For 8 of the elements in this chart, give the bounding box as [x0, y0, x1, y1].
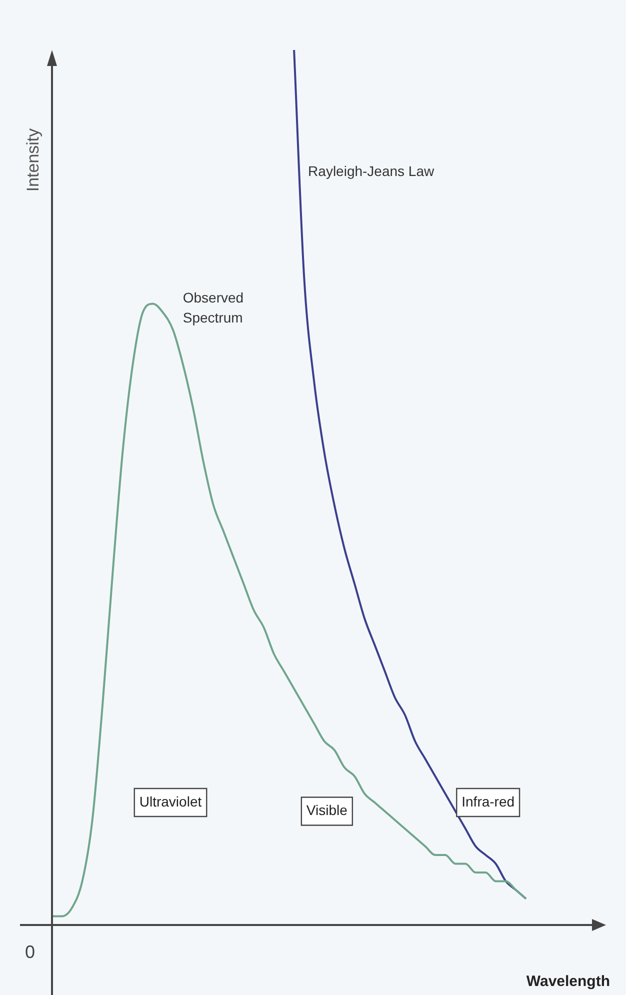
annotation: Ultraviolet	[139, 793, 202, 810]
x-axis-title: Wavelength	[526, 973, 610, 990]
text: 0	[24, 942, 36, 962]
series-label: Observed Spectrum	[182, 290, 244, 326]
annotation: Visible	[306, 802, 348, 818]
annotation: Infra-red	[462, 793, 515, 810]
series-label: Rayleigh-Jeans Law	[308, 162, 435, 179]
y-axis-title: Intensity	[24, 128, 43, 192]
